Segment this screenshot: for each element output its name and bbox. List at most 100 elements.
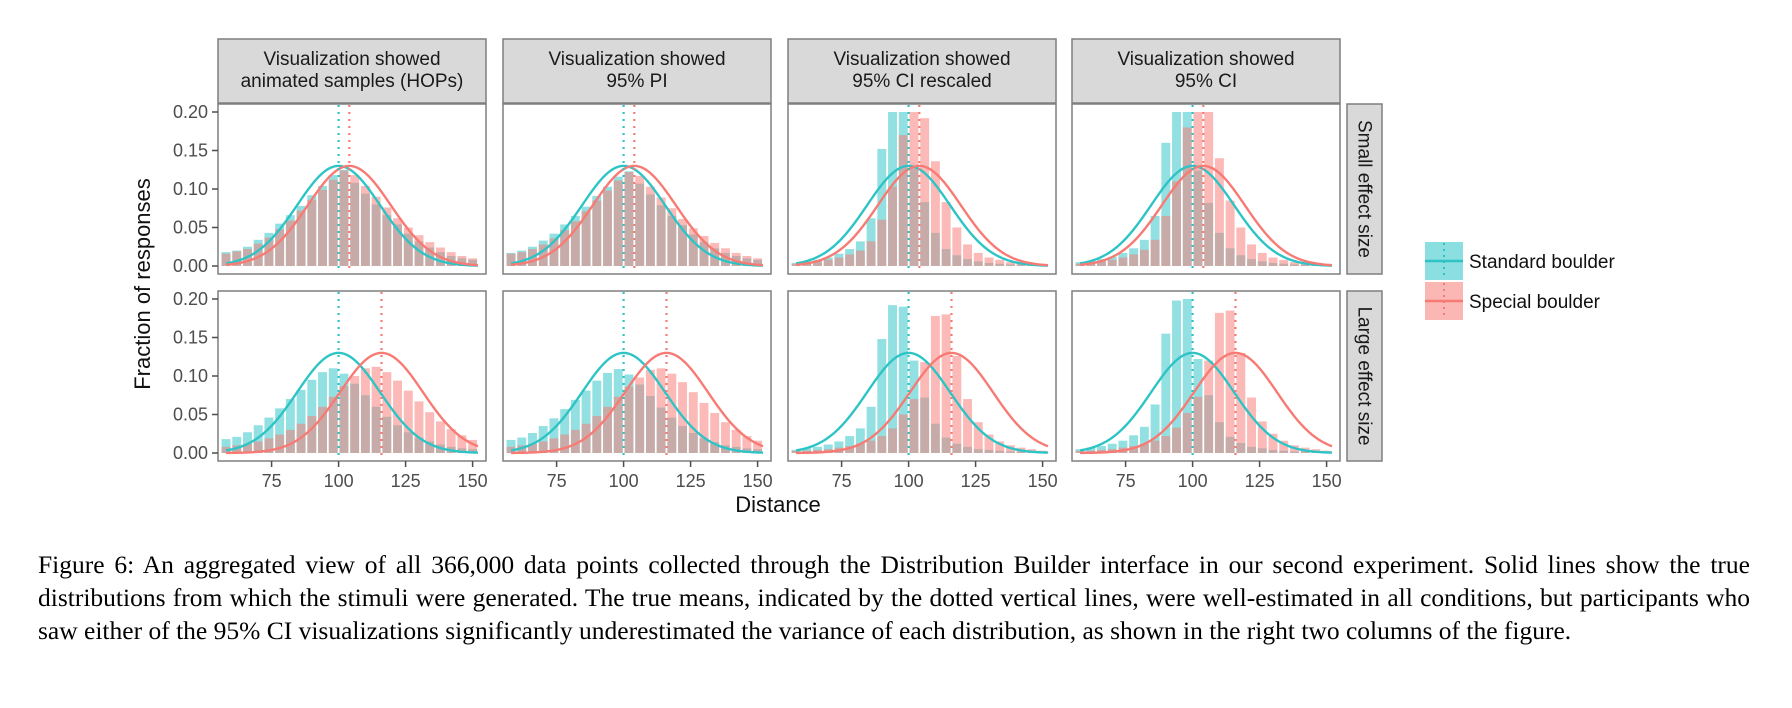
histogram-bar xyxy=(285,399,295,453)
histogram-bar xyxy=(232,436,242,453)
true-distribution-curve-special-boulder xyxy=(225,164,479,267)
true-distribution-curve-standard-boulder xyxy=(795,351,1048,454)
histogram-bar xyxy=(560,409,570,453)
row-strip-label: Small effect size xyxy=(1354,120,1375,258)
y-tick-label: 0.20 xyxy=(173,289,208,309)
histogram-bar xyxy=(635,377,645,453)
histogram-bar xyxy=(393,218,403,266)
histogram-bar xyxy=(1247,397,1257,453)
histogram-bar xyxy=(468,439,478,453)
histogram-bar xyxy=(1139,426,1149,453)
histogram-bar xyxy=(645,369,655,453)
x-tick-label: 150 xyxy=(1312,471,1342,491)
histogram-bar xyxy=(275,434,285,453)
column-strip-box xyxy=(1071,38,1341,104)
histogram-bar xyxy=(1193,396,1203,453)
true-distribution-curve-standard-boulder xyxy=(225,164,478,267)
histogram-bar xyxy=(457,435,467,453)
histogram-bar xyxy=(731,252,741,266)
histogram-bar xyxy=(371,196,381,266)
histogram-bar xyxy=(1257,252,1267,266)
histogram-bar xyxy=(1225,200,1235,266)
histogram-bar xyxy=(1161,215,1171,266)
histogram-bar xyxy=(371,366,381,453)
histogram-bar xyxy=(888,186,897,266)
histogram-bar xyxy=(866,241,876,266)
x-tick-label: 150 xyxy=(458,471,488,491)
histogram-bar xyxy=(731,429,741,453)
histogram-bar xyxy=(742,436,752,453)
histogram-bar xyxy=(560,434,570,453)
histogram-bar xyxy=(635,175,645,266)
histogram-bar xyxy=(1129,254,1139,266)
histogram-bar xyxy=(1097,446,1106,453)
legend-label: Standard boulder xyxy=(1469,252,1615,273)
histogram-bar xyxy=(834,257,844,266)
histogram-bar xyxy=(296,389,306,453)
column-strip-label: animated samples (HOPs) xyxy=(241,71,464,92)
histogram-bar xyxy=(592,200,602,266)
histogram-bar xyxy=(1214,158,1224,266)
histogram-bar xyxy=(710,242,720,266)
histogram-bar xyxy=(909,112,919,266)
histogram-bar xyxy=(350,376,360,453)
histogram-bar xyxy=(603,406,612,453)
histogram-bar xyxy=(581,211,591,266)
histogram-bar xyxy=(1182,299,1192,453)
column-strip-label: Visualization showed xyxy=(548,49,725,70)
histogram-bar xyxy=(1268,257,1278,266)
panel-r1-c4 xyxy=(1071,103,1341,275)
x-tick-label: 125 xyxy=(676,471,706,491)
histogram-bar xyxy=(264,438,274,453)
histogram-bar xyxy=(973,252,983,266)
histogram-bar xyxy=(624,172,634,266)
true-distribution-curve-special-boulder xyxy=(796,351,1049,455)
bars-special-boulder xyxy=(791,314,1048,453)
histogram-bar xyxy=(710,412,720,453)
bars-special-boulder xyxy=(791,112,1048,266)
histogram-bar xyxy=(382,372,392,453)
x-tick-label: 125 xyxy=(391,471,421,491)
true-distribution-curve-special-boulder xyxy=(511,351,764,455)
y-tick-label: 0.10 xyxy=(173,366,208,386)
true-distribution-curve-standard-boulder xyxy=(1079,164,1332,267)
row-strip-label: Large effect size xyxy=(1354,306,1375,445)
histogram-bar xyxy=(1172,300,1181,453)
histogram-bar xyxy=(952,355,962,453)
histogram-bar xyxy=(845,254,855,266)
histogram-bar xyxy=(360,368,370,453)
histogram-bar xyxy=(888,305,897,453)
panel-r2-c4: 75 100 125 150 xyxy=(1071,290,1342,491)
histogram-bar xyxy=(285,220,295,266)
histogram-bar xyxy=(549,238,559,266)
histogram-bar xyxy=(941,314,951,453)
histogram-bar xyxy=(930,161,940,266)
histogram-bar xyxy=(742,255,752,266)
histogram-bar xyxy=(1150,404,1160,453)
histogram-bar xyxy=(414,401,424,453)
column-strip-box xyxy=(217,38,487,104)
histogram-bar xyxy=(1182,127,1192,267)
histogram-bar xyxy=(538,244,548,266)
row-strip-box xyxy=(1346,103,1383,275)
legend-label: Special boulder xyxy=(1469,292,1601,313)
histogram-bar xyxy=(1279,440,1289,453)
histogram-bar xyxy=(995,441,1005,453)
histogram-bar xyxy=(667,208,677,266)
histogram-bar xyxy=(855,428,865,453)
bars-special-boulder xyxy=(1075,112,1332,267)
y-axis-title: Fraction of responses xyxy=(130,178,155,390)
histogram-bar xyxy=(581,390,591,453)
histogram-bar xyxy=(834,441,844,453)
histogram-bar xyxy=(221,253,231,266)
x-tick-label: 150 xyxy=(743,471,773,491)
histogram-bar xyxy=(688,392,698,453)
true-distribution-curve-special-boulder xyxy=(1079,164,1333,267)
figure-caption: Figure 6: An aggregated view of all 366,… xyxy=(38,550,1750,645)
histogram-bar xyxy=(382,207,392,266)
true-distribution-curve-special-boulder xyxy=(795,164,1049,267)
x-tick-label: 100 xyxy=(324,471,354,491)
true-distribution-curve-special-boulder xyxy=(510,164,764,267)
histogram-bar xyxy=(898,414,908,453)
